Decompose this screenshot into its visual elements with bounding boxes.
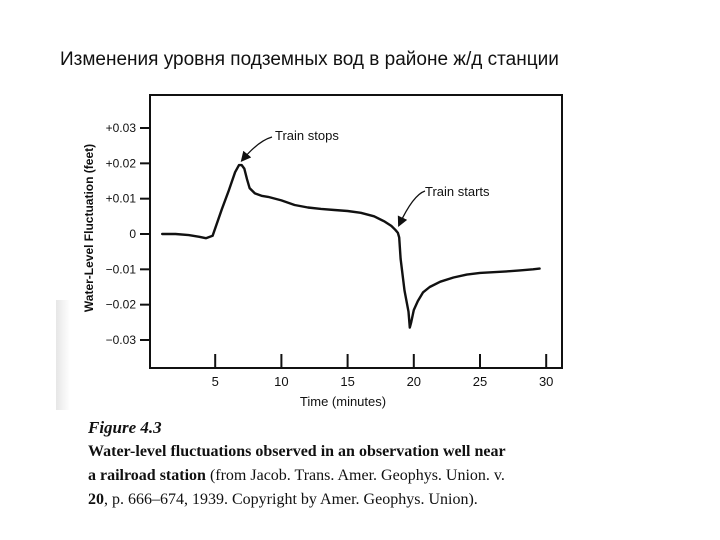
- plot-frame: [150, 95, 562, 368]
- y-axis-label: Water-Level Fluctuation (feet): [82, 144, 96, 312]
- caption-line-2-rest: (from Jacob. Trans. Amer. Geophys. Union…: [206, 467, 505, 484]
- y-tick-label: 0: [129, 227, 136, 241]
- figure-label: Figure 4.3: [88, 418, 588, 438]
- annotation-layer: Train stops Train starts: [242, 128, 490, 225]
- x-tick-label: 25: [473, 374, 487, 389]
- x-axis-label: Time (minutes): [300, 394, 386, 409]
- x-tick-label: 5: [212, 374, 219, 389]
- annotation-label: Train starts: [425, 184, 490, 199]
- annotation-arrow: [242, 137, 272, 160]
- annotation-label: Train stops: [275, 128, 339, 143]
- x-tick-label: 20: [407, 374, 421, 389]
- y-tick-label: −0.03: [106, 333, 137, 347]
- caption-line-3-bold: 20: [88, 491, 104, 508]
- y-tick-label: +0.01: [106, 192, 137, 206]
- y-axis-ticks: +0.03 +0.02 +0.01 0 −0.01 −0.02 −0.03: [106, 121, 150, 347]
- caption-line-1: Water-level fluctuations observed in an …: [88, 440, 588, 464]
- y-tick-label: +0.02: [106, 156, 137, 170]
- caption-line-3-rest: , p. 666–674, 1939. Copyright by Amer. G…: [104, 491, 478, 508]
- caption-line-2: a railroad station (from Jacob. Trans. A…: [88, 464, 588, 488]
- annotation-arrow: [399, 191, 425, 225]
- figure-caption: Figure 4.3 Water-level fluctuations obse…: [88, 418, 588, 512]
- x-axis-ticks: 5 10 15 20 25 30: [212, 354, 554, 389]
- x-tick-label: 10: [274, 374, 288, 389]
- x-tick-label: 15: [340, 374, 354, 389]
- caption-line-2-bold: a railroad station: [88, 467, 206, 484]
- x-tick-label: 30: [539, 374, 553, 389]
- y-tick-label: −0.02: [106, 298, 137, 312]
- y-tick-label: +0.03: [106, 121, 137, 135]
- caption-line-1-text: Water-level fluctuations observed in an …: [88, 443, 506, 460]
- y-tick-label: −0.01: [106, 262, 137, 276]
- caption-line-3: 20, p. 666–674, 1939. Copyright by Amer.…: [88, 488, 588, 512]
